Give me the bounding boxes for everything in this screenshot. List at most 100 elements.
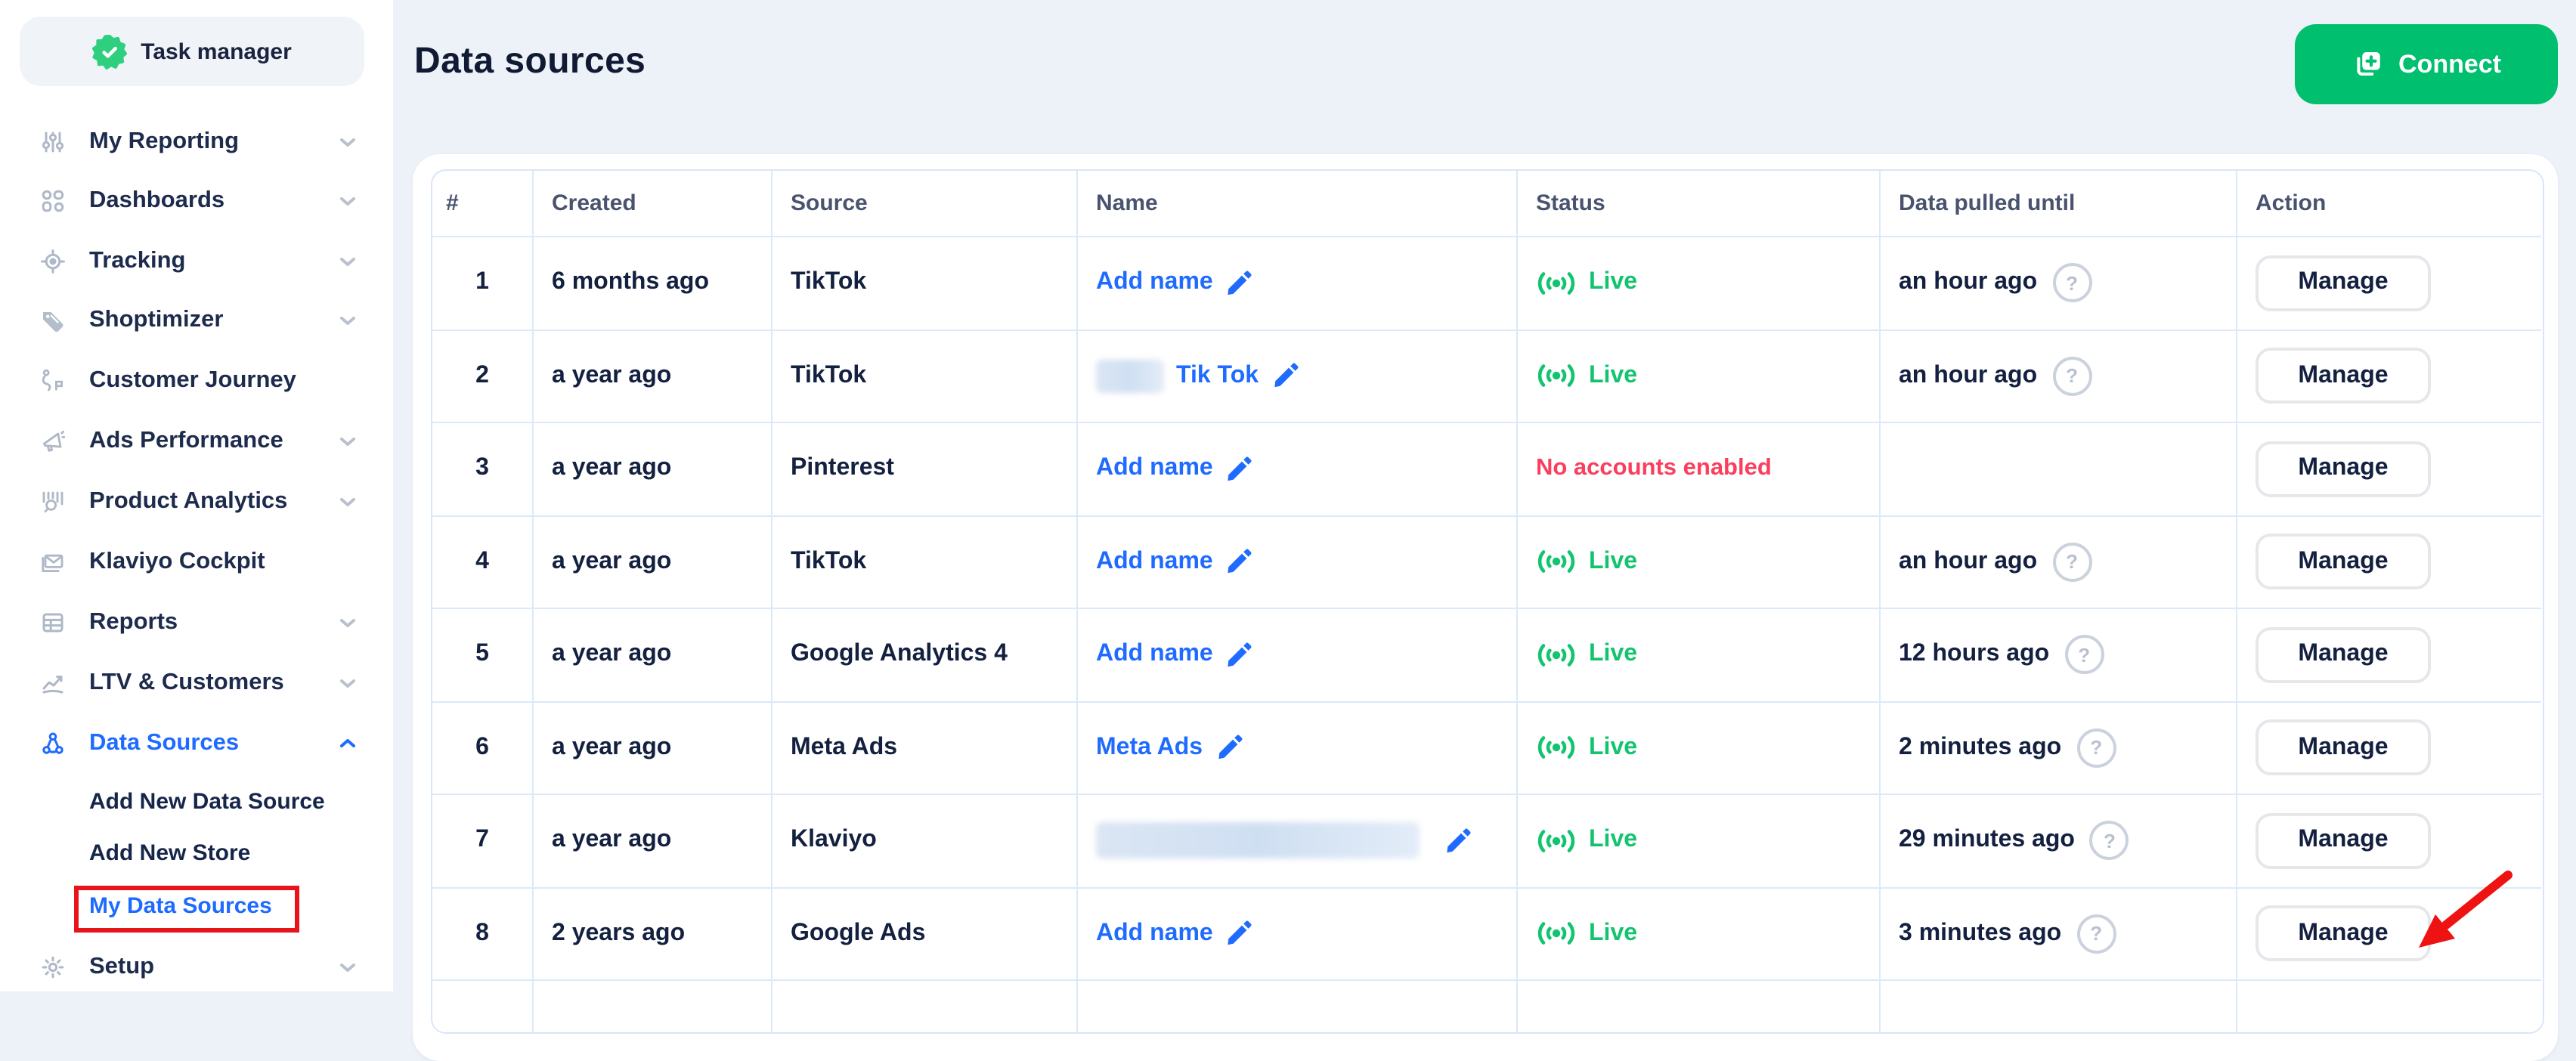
target-icon bbox=[41, 249, 65, 274]
cell-data-pulled: 3 minutes ago ? bbox=[1879, 886, 2236, 979]
row-number: 2 bbox=[432, 329, 532, 422]
chevron-down-icon bbox=[340, 964, 355, 972]
edit-pencil-icon[interactable] bbox=[1215, 734, 1243, 762]
help-icon[interactable]: ? bbox=[2064, 635, 2104, 675]
sidebar-item-my-reporting[interactable]: My Reporting bbox=[0, 119, 393, 165]
cell-empty bbox=[532, 979, 771, 1032]
cell-source: TikTok bbox=[771, 515, 1076, 608]
sidebar-item-my-data-sources[interactable]: My Data Sources bbox=[89, 892, 272, 918]
chevron-down-icon bbox=[340, 197, 355, 206]
sliders-icon bbox=[42, 131, 64, 153]
cell-action: Manage bbox=[2236, 515, 2541, 608]
cell-data-pulled: 12 hours ago ? bbox=[1879, 608, 2236, 701]
edit-pencil-icon[interactable] bbox=[1271, 362, 1299, 391]
journey-icon bbox=[42, 369, 63, 391]
cell-created: a year ago bbox=[532, 515, 771, 608]
help-icon[interactable]: ? bbox=[2076, 914, 2116, 954]
add-name-link[interactable]: Add name bbox=[1096, 641, 1213, 667]
chevron-down-icon bbox=[340, 138, 355, 147]
cell-action: Manage bbox=[2236, 422, 2541, 515]
cell-name: Add name bbox=[1076, 422, 1516, 515]
manage-button[interactable]: Manage bbox=[2256, 626, 2431, 683]
sidebar-item-customer-journey[interactable]: Customer Journey bbox=[0, 358, 393, 404]
manage-button[interactable]: Manage bbox=[2256, 812, 2431, 869]
chevron-down-icon bbox=[340, 498, 355, 506]
cell-created: a year ago bbox=[532, 422, 771, 515]
sidebar-item-product-analytics[interactable]: Product Analytics bbox=[0, 479, 393, 524]
col-header-source: Source bbox=[771, 171, 1076, 236]
edit-pencil-icon[interactable] bbox=[1444, 827, 1472, 855]
col-header-created: Created bbox=[532, 171, 771, 236]
add-name-link[interactable]: Add name bbox=[1096, 269, 1213, 295]
mail-icon bbox=[42, 554, 63, 573]
add-name-link[interactable]: Add name bbox=[1096, 548, 1213, 574]
sidebar-item-data-sources[interactable]: Data Sources bbox=[0, 721, 393, 766]
sidebar-item-add-new-data-source[interactable]: Add New Data Source bbox=[89, 788, 325, 814]
cell-name: Add name bbox=[1076, 236, 1516, 329]
live-signal-icon bbox=[1537, 736, 1575, 759]
sidebar-item-setup[interactable]: Setup bbox=[0, 945, 393, 990]
cell-data-pulled bbox=[1879, 422, 2236, 515]
manage-button[interactable]: Manage bbox=[2256, 441, 2431, 497]
help-icon[interactable]: ? bbox=[2052, 263, 2092, 303]
manage-button[interactable]: Manage bbox=[2256, 905, 2431, 962]
help-icon[interactable]: ? bbox=[2052, 542, 2092, 582]
cell-empty bbox=[1076, 979, 1516, 1032]
chevron-down-icon bbox=[340, 438, 355, 446]
sidebar-item-add-new-store[interactable]: Add New Store bbox=[89, 840, 251, 865]
live-signal-icon bbox=[1537, 271, 1575, 295]
cell-empty bbox=[2236, 979, 2541, 1032]
cell-status: Live bbox=[1516, 515, 1879, 608]
cell-action: Manage bbox=[2236, 608, 2541, 701]
cell-status: Live bbox=[1516, 886, 1879, 979]
cell-name: Add name bbox=[1076, 515, 1516, 608]
help-icon[interactable]: ? bbox=[2076, 728, 2116, 768]
edit-pencil-icon[interactable] bbox=[1225, 548, 1254, 577]
sidebar-item-dashboards[interactable]: Dashboards bbox=[0, 178, 393, 224]
add-collection-icon bbox=[2352, 48, 2383, 80]
cell-source: TikTok bbox=[771, 329, 1076, 422]
cell-status: Live bbox=[1516, 236, 1879, 329]
row-number: 6 bbox=[432, 701, 532, 793]
cell-action: Manage bbox=[2236, 701, 2541, 793]
chevron-down-icon bbox=[340, 258, 355, 266]
nodes-icon bbox=[42, 732, 63, 754]
add-name-link[interactable]: Add name bbox=[1096, 920, 1213, 946]
connect-button[interactable]: Connect bbox=[2295, 24, 2558, 104]
sidebar-item-shoptimizer[interactable]: Shoptimizer bbox=[0, 298, 393, 343]
manage-button[interactable]: Manage bbox=[2256, 534, 2431, 590]
live-signal-icon bbox=[1537, 829, 1575, 852]
sidebar-item-ltv-customers[interactable]: LTV & Customers bbox=[0, 660, 393, 706]
name-link[interactable]: Meta Ads bbox=[1096, 734, 1203, 760]
edit-pencil-icon[interactable] bbox=[1225, 269, 1254, 298]
row-number: 1 bbox=[432, 236, 532, 329]
manage-button[interactable]: Manage bbox=[2256, 719, 2431, 776]
workspace-switcher[interactable]: Task manager bbox=[20, 17, 364, 86]
sidebar-item-tracking[interactable]: Tracking bbox=[0, 239, 393, 284]
status-label: Live bbox=[1589, 548, 1638, 574]
row-number: 3 bbox=[432, 422, 532, 515]
help-icon[interactable]: ? bbox=[2089, 821, 2129, 861]
status-label: Live bbox=[1589, 269, 1638, 295]
cell-created: 6 months ago bbox=[532, 236, 771, 329]
name-link[interactable]: Tik Tok bbox=[1176, 362, 1259, 388]
cell-name: Add name bbox=[1076, 886, 1516, 979]
sidebar-item-klaviyo-cockpit[interactable]: Klaviyo Cockpit bbox=[0, 540, 393, 585]
edit-pencil-icon[interactable] bbox=[1225, 641, 1254, 670]
cell-source: Google Ads bbox=[771, 886, 1076, 979]
add-name-link[interactable]: Add name bbox=[1096, 455, 1213, 481]
manage-button[interactable]: Manage bbox=[2256, 348, 2431, 404]
row-number: 8 bbox=[432, 886, 532, 979]
cell-source: Pinterest bbox=[771, 422, 1076, 515]
sidebar-item-ads-performance[interactable]: Ads Performance bbox=[0, 419, 393, 464]
help-icon[interactable]: ? bbox=[2052, 356, 2092, 396]
edit-pencil-icon[interactable] bbox=[1225, 920, 1254, 948]
cell-action: Manage bbox=[2236, 236, 2541, 329]
cell-status: No accounts enabled bbox=[1516, 422, 1879, 515]
cell-created: 2 years ago bbox=[532, 886, 771, 979]
edit-pencil-icon[interactable] bbox=[1225, 455, 1254, 484]
sidebar-item-reports[interactable]: Reports bbox=[0, 600, 393, 645]
verified-badge-icon bbox=[92, 34, 128, 69]
live-signal-icon bbox=[1537, 550, 1575, 574]
manage-button[interactable]: Manage bbox=[2256, 255, 2431, 311]
